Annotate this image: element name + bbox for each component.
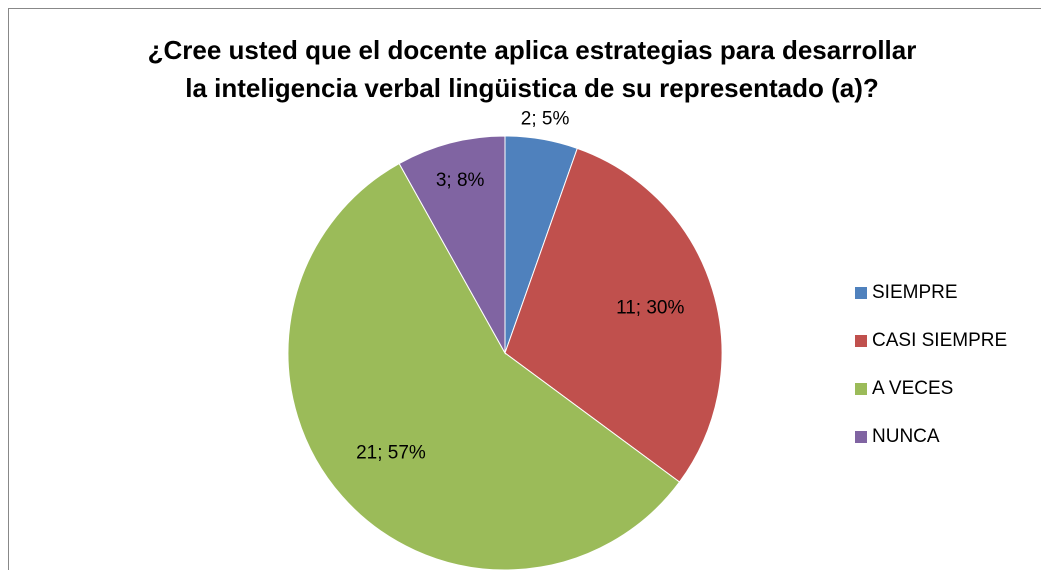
legend-swatch [855, 383, 867, 395]
chart-title: la inteligencia verbal lingüistica de su… [185, 73, 879, 103]
legend-label: NUNCA [872, 426, 940, 447]
legend-swatch [855, 335, 867, 347]
pie-slice [287, 162, 681, 570]
pie-slice [398, 135, 506, 355]
data-label: 2; 5% [521, 108, 570, 129]
legend-swatch [855, 431, 867, 443]
chart-title: ¿Cree usted que el docente aplica estrat… [148, 35, 917, 65]
legend-label: SIEMPRE [872, 282, 958, 303]
pie-slice [504, 147, 723, 483]
legend-swatch [855, 287, 867, 299]
legend-label: A VECES [872, 378, 953, 399]
legend-label: CASI SIEMPRE [872, 330, 1007, 351]
data-label: 3; 8% [436, 170, 485, 191]
data-label: 21; 57% [356, 442, 426, 463]
data-label: 11; 30% [616, 298, 684, 319]
